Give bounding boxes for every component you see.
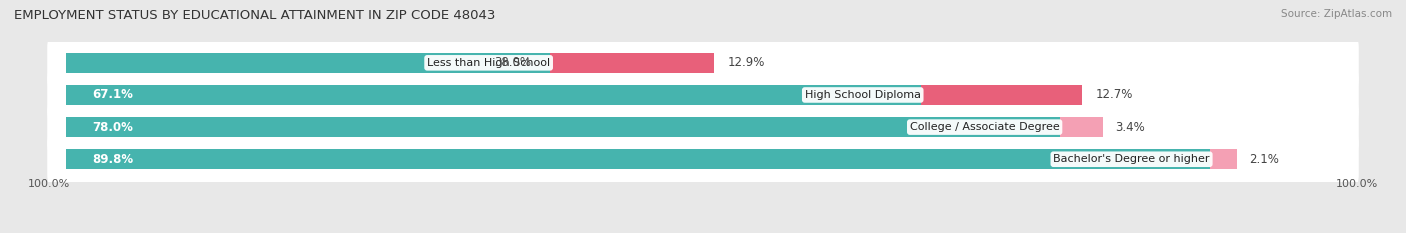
Bar <box>66 117 1060 137</box>
Text: Source: ZipAtlas.com: Source: ZipAtlas.com <box>1281 9 1392 19</box>
Text: 2.1%: 2.1% <box>1250 153 1279 166</box>
Text: College / Associate Degree: College / Associate Degree <box>910 122 1060 132</box>
Bar <box>66 149 1209 169</box>
FancyBboxPatch shape <box>48 33 1358 93</box>
FancyBboxPatch shape <box>48 97 1358 157</box>
Text: Less than High School: Less than High School <box>427 58 550 68</box>
Text: 78.0%: 78.0% <box>91 121 132 134</box>
Bar <box>1209 149 1236 169</box>
Text: Bachelor's Degree or higher: Bachelor's Degree or higher <box>1053 154 1209 164</box>
Text: High School Diploma: High School Diploma <box>804 90 921 100</box>
Bar <box>550 53 714 73</box>
Text: 100.0%: 100.0% <box>1336 179 1378 189</box>
FancyBboxPatch shape <box>48 65 1358 125</box>
Text: 89.8%: 89.8% <box>91 153 134 166</box>
Bar <box>921 85 1083 105</box>
Text: 67.1%: 67.1% <box>91 89 132 101</box>
Bar <box>1060 117 1102 137</box>
Text: 38.0%: 38.0% <box>494 56 531 69</box>
Text: 12.7%: 12.7% <box>1095 89 1133 101</box>
Text: 100.0%: 100.0% <box>28 179 70 189</box>
Text: 12.9%: 12.9% <box>727 56 765 69</box>
Bar <box>66 85 921 105</box>
Bar <box>66 53 550 73</box>
FancyBboxPatch shape <box>48 129 1358 189</box>
Text: EMPLOYMENT STATUS BY EDUCATIONAL ATTAINMENT IN ZIP CODE 48043: EMPLOYMENT STATUS BY EDUCATIONAL ATTAINM… <box>14 9 495 22</box>
Text: 3.4%: 3.4% <box>1115 121 1146 134</box>
